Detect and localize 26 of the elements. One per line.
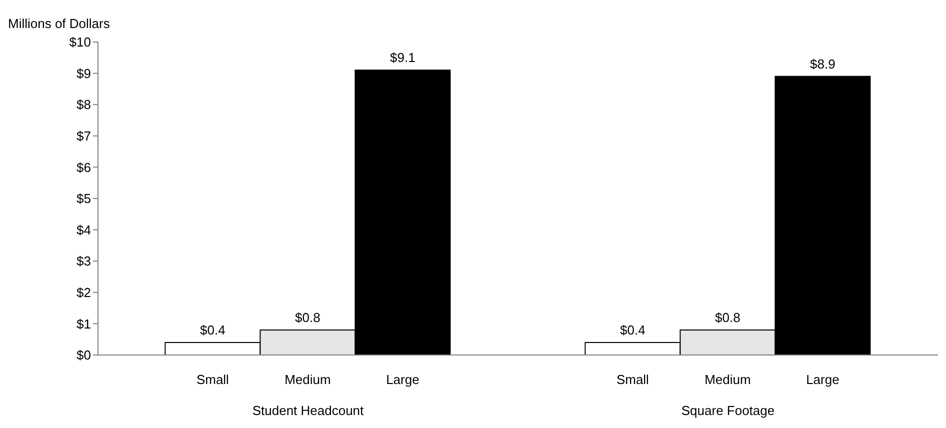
y-axis-title: Millions of Dollars bbox=[8, 16, 110, 31]
x-tick-label: Student Headcount bbox=[252, 403, 364, 418]
y-tick-label: $2 bbox=[76, 285, 91, 300]
y-tick-label: $5 bbox=[76, 191, 91, 206]
y-tick-label: $9 bbox=[76, 66, 91, 81]
y-tick-label: $7 bbox=[76, 128, 91, 144]
text: Large bbox=[806, 372, 840, 387]
y-tick-label: $3 bbox=[76, 254, 91, 269]
data-label: $0.4 bbox=[200, 322, 226, 338]
x-tick-label: Square Footage bbox=[681, 403, 775, 418]
series-label: Medium bbox=[284, 372, 331, 387]
series-label: Small bbox=[196, 372, 230, 387]
data-label: $0.8 bbox=[715, 310, 740, 325]
data-label: $0.8 bbox=[295, 310, 320, 325]
y-tick-label: $10 bbox=[69, 34, 91, 50]
data-label: $0.4 bbox=[620, 322, 646, 338]
y-tick-label: $8 bbox=[76, 97, 91, 112]
text: Small bbox=[616, 372, 649, 387]
y-tick-label: $0 bbox=[76, 348, 91, 363]
y-tick-label: $1 bbox=[76, 316, 91, 332]
data-label: $9.1 bbox=[390, 50, 416, 66]
series-label: Large bbox=[386, 372, 420, 387]
data-label: $8.9 bbox=[810, 56, 836, 72]
text: Medium bbox=[704, 372, 751, 387]
y-tick-label: $4 bbox=[76, 222, 91, 238]
y-tick-label: $6 bbox=[76, 160, 91, 175]
